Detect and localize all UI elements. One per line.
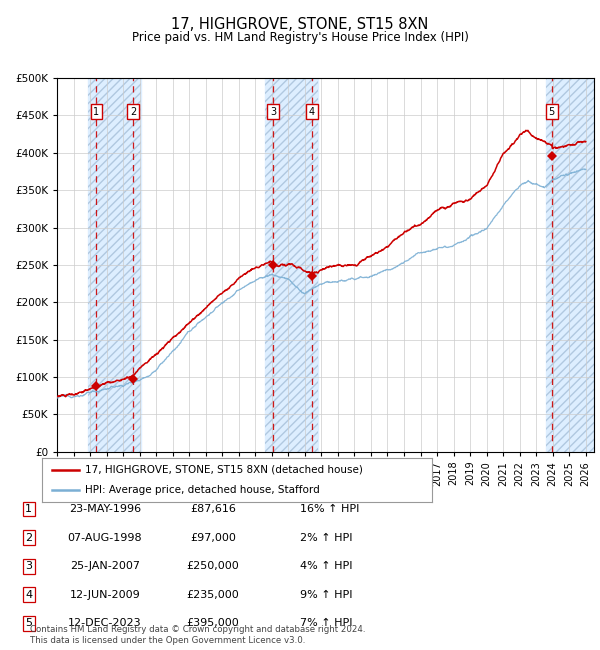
Text: 2: 2 xyxy=(25,532,32,543)
Text: Price paid vs. HM Land Registry's House Price Index (HPI): Price paid vs. HM Land Registry's House … xyxy=(131,31,469,44)
Text: 12-JUN-2009: 12-JUN-2009 xyxy=(70,590,140,600)
Bar xyxy=(88,78,141,452)
Text: £250,000: £250,000 xyxy=(187,561,239,571)
Text: 12-DEC-2023: 12-DEC-2023 xyxy=(68,618,142,629)
Bar xyxy=(88,78,141,452)
Text: HPI: Average price, detached house, Stafford: HPI: Average price, detached house, Staf… xyxy=(85,485,320,495)
Text: 4% ↑ HPI: 4% ↑ HPI xyxy=(300,561,353,571)
Text: 4: 4 xyxy=(309,107,315,116)
Text: 1: 1 xyxy=(25,504,32,514)
Text: 3: 3 xyxy=(25,561,32,571)
Bar xyxy=(265,78,318,452)
Text: 5: 5 xyxy=(25,618,32,629)
Text: £395,000: £395,000 xyxy=(187,618,239,629)
Text: £235,000: £235,000 xyxy=(187,590,239,600)
Text: £87,616: £87,616 xyxy=(190,504,236,514)
Text: 16% ↑ HPI: 16% ↑ HPI xyxy=(300,504,359,514)
Text: 3: 3 xyxy=(270,107,276,116)
Text: 1: 1 xyxy=(94,107,100,116)
Bar xyxy=(265,78,318,452)
Text: 2% ↑ HPI: 2% ↑ HPI xyxy=(300,532,353,543)
Text: 17, HIGHGROVE, STONE, ST15 8XN: 17, HIGHGROVE, STONE, ST15 8XN xyxy=(172,17,428,32)
Text: 25-JAN-2007: 25-JAN-2007 xyxy=(70,561,140,571)
Text: Contains HM Land Registry data © Crown copyright and database right 2024.
This d: Contains HM Land Registry data © Crown c… xyxy=(30,625,365,645)
Text: 9% ↑ HPI: 9% ↑ HPI xyxy=(300,590,353,600)
Text: 07-AUG-1998: 07-AUG-1998 xyxy=(68,532,142,543)
Text: £97,000: £97,000 xyxy=(190,532,236,543)
Text: 23-MAY-1996: 23-MAY-1996 xyxy=(69,504,141,514)
Text: 17, HIGHGROVE, STONE, ST15 8XN (detached house): 17, HIGHGROVE, STONE, ST15 8XN (detached… xyxy=(85,465,363,474)
Text: 7% ↑ HPI: 7% ↑ HPI xyxy=(300,618,353,629)
Text: 5: 5 xyxy=(548,107,555,116)
Bar xyxy=(546,78,594,452)
Text: 2: 2 xyxy=(130,107,136,116)
Bar xyxy=(546,78,594,452)
Text: 4: 4 xyxy=(25,590,32,600)
